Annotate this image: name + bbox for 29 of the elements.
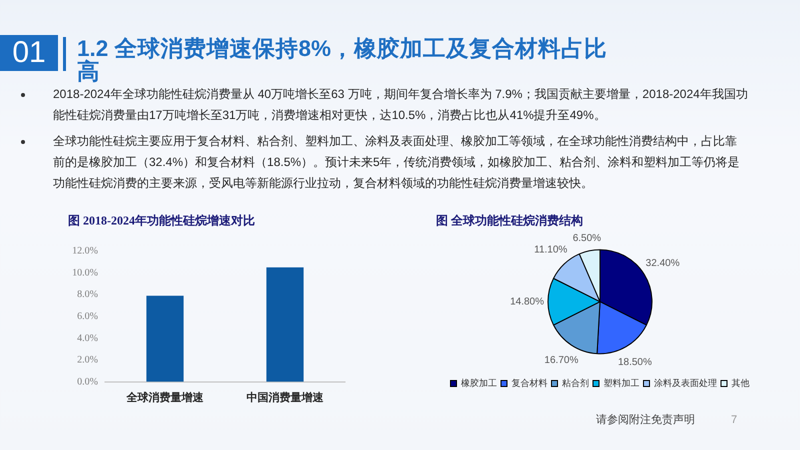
y-tick-label: 4.0% bbox=[77, 332, 98, 344]
text: 7 bbox=[731, 413, 738, 428]
legend-label: 橡胶加工 bbox=[461, 378, 497, 388]
text: 01 bbox=[0, 35, 58, 71]
data-label: 11.10% bbox=[534, 244, 568, 256]
data-label: 16.70% bbox=[544, 355, 578, 366]
legend-label: 涂料及表面处理 bbox=[654, 378, 717, 388]
text: 请参阅附注免责声明 bbox=[596, 412, 695, 428]
legend-label: 塑料加工 bbox=[604, 378, 640, 388]
legend-label: 其他 bbox=[732, 378, 750, 388]
y-tick-label: 0.0% bbox=[77, 376, 98, 388]
legend-label: 粘合剂 bbox=[562, 378, 589, 388]
legend-label: 复合材料 bbox=[512, 378, 548, 388]
y-tick-label: 6.0% bbox=[77, 311, 98, 322]
data-label: 6.50% bbox=[572, 233, 602, 244]
chart-title: 图 全球功能性硅烷消费结构 bbox=[436, 213, 583, 228]
text: 全球功能性硅烷主要应用于复合材料、粘合剂、塑料加工、涂料及表面处理、橡胶加工等领域，在全球功能性消费结构中，占比靠前的是橡胶加工（32.4%）和复合材料（18.5%）。预计未来5年，传统消费领域，如橡胶加工、粘合剂、涂料和塑料加工等仍将是功能性硅烷消费的主要来源，受风电等新能源行业拉动，复合材料领域的功能性硅烷消费量增速较快。 bbox=[53, 133, 741, 192]
data-label: 18.50% bbox=[618, 356, 652, 368]
text: 2018-2024年全球功能性硅烷消费量从 40万吨增长至63 万吨，期间年复合增长率为 7.9%；我国贡献主要增量，2018-2024年我国功能性硅烷消费量由17万吨增长至31万吨，消费增速相对更快，达10.5%，消费占比也从41%提升至49%。 bbox=[53, 86, 748, 124]
y-tick-label: 2.0% bbox=[77, 354, 98, 366]
y-tick-label: 8.0% bbox=[77, 289, 98, 300]
text: 1.2 全球消费增速保持8%，橡胶加工及复合材料占比高 bbox=[77, 36, 608, 84]
data-label: 14.80% bbox=[510, 296, 544, 308]
data-label: 32.40% bbox=[646, 258, 680, 269]
chart-title: 图 2018-2024年功能性硅烷增速对比 bbox=[68, 213, 255, 228]
x-tick-label: 中国消费量增速 bbox=[246, 391, 324, 404]
y-tick-label: 10.0% bbox=[72, 267, 98, 278]
y-tick-label: 12.0% bbox=[72, 246, 98, 257]
x-tick-label: 全球消费量增速 bbox=[126, 391, 204, 404]
